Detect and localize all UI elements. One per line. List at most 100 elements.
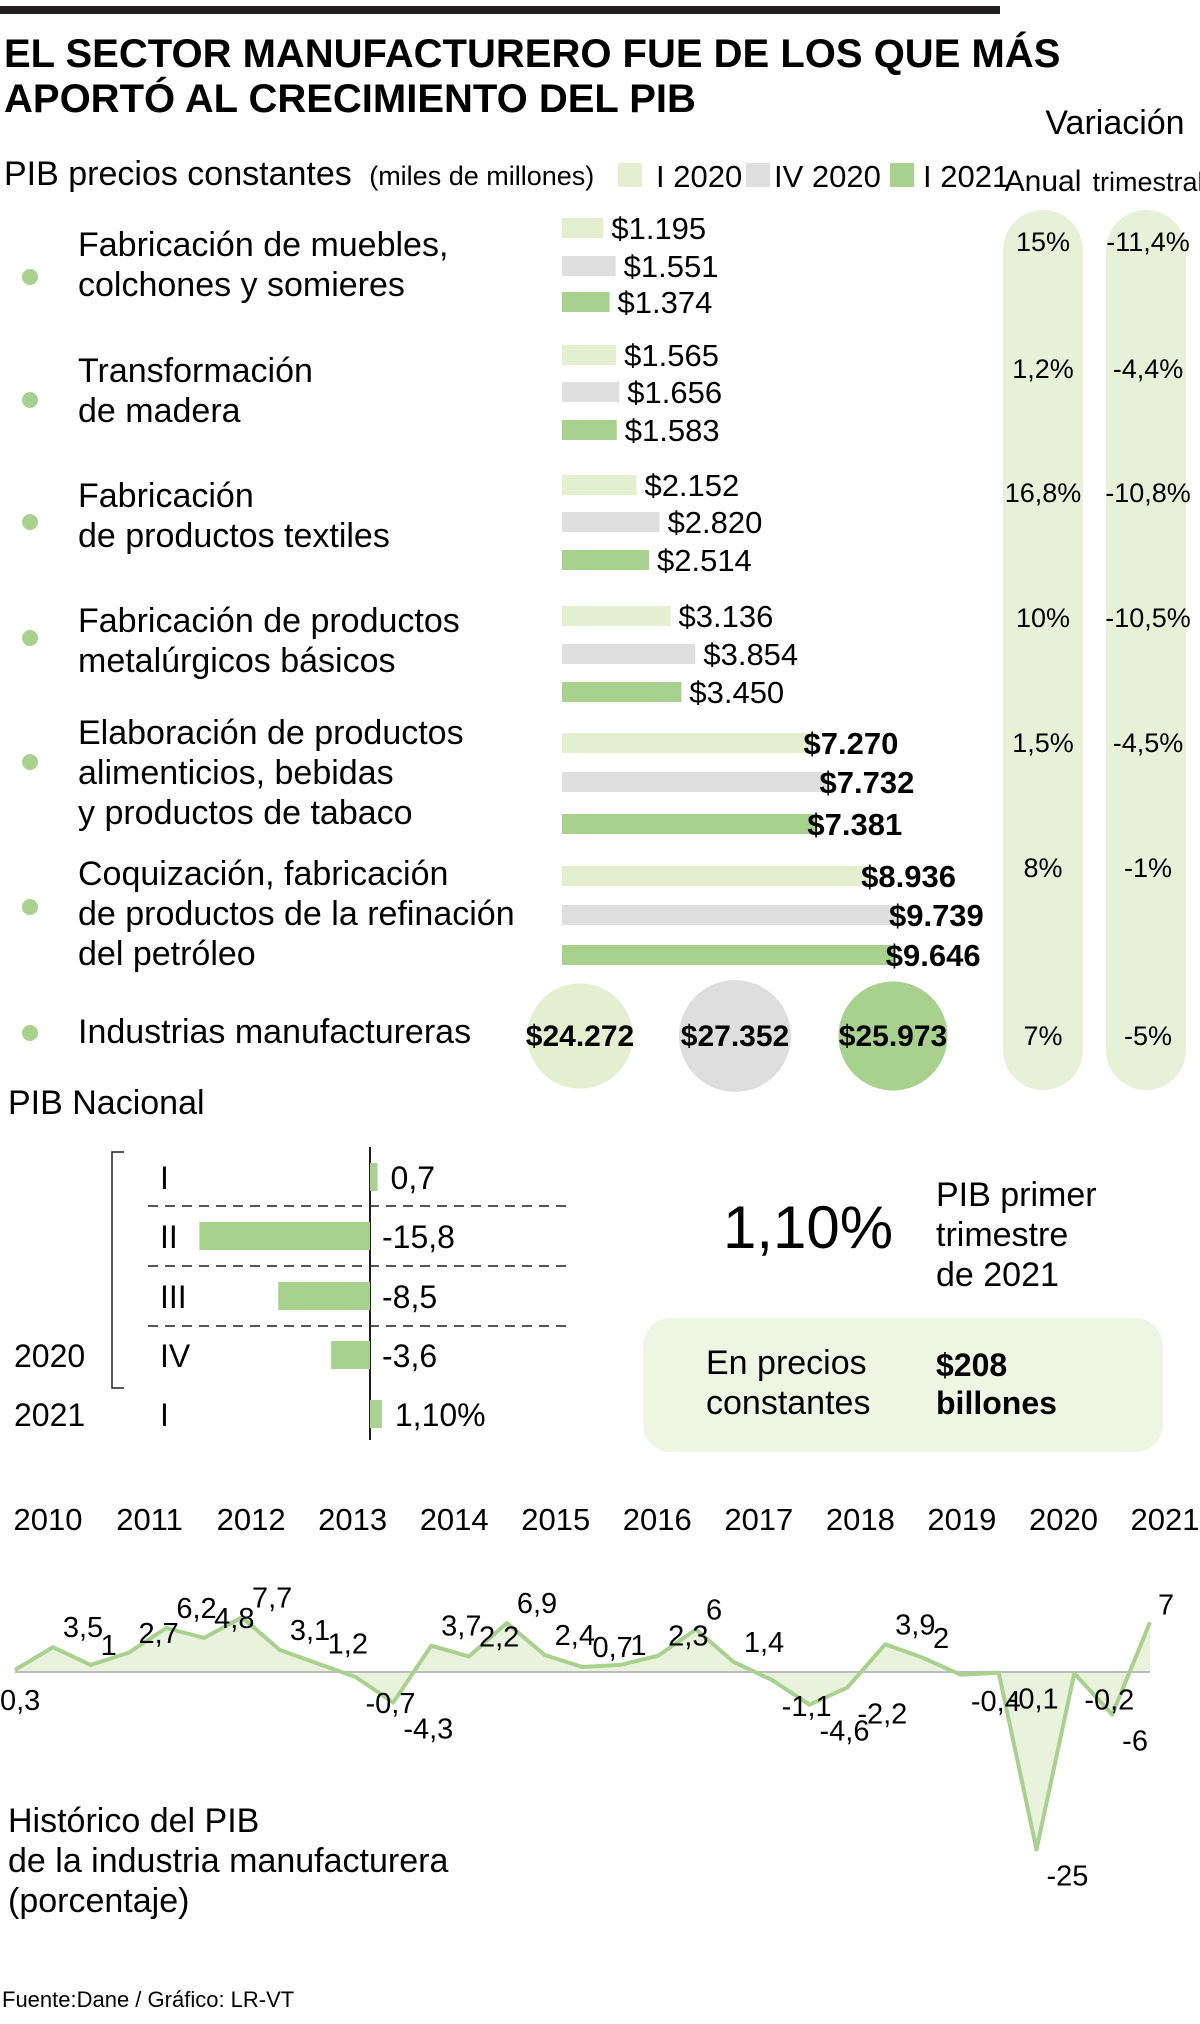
- quarter-label: I: [160, 1160, 169, 1196]
- point-label: 1,4: [744, 1627, 784, 1659]
- sector-bar-label: $1.195: [611, 211, 706, 246]
- highlight-desc-1: PIB primer: [936, 1176, 1097, 1214]
- legend-label-i2021: I 2021: [923, 159, 1009, 194]
- trimestral-value: -4,5%: [1113, 728, 1184, 758]
- year-tick-label: 2011: [116, 1502, 183, 1537]
- quarter-label: II: [160, 1219, 178, 1255]
- nacional-bar: [370, 1163, 378, 1191]
- point-label: -1,1: [782, 1691, 832, 1723]
- anual-column: [1003, 210, 1083, 1090]
- sector-bar-label: $3.136: [679, 599, 774, 634]
- constant-prices-box: [643, 1318, 1163, 1452]
- pib-constant-title: PIB precios constantes (miles de millone…: [4, 155, 594, 193]
- point-label: -2,2: [857, 1699, 907, 1731]
- point-label: -4,3: [403, 1714, 453, 1746]
- point-label: 6: [706, 1594, 722, 1626]
- sector-bar: [562, 382, 620, 402]
- area-fill: [15, 1617, 1150, 1850]
- sector-name: metalúrgicos básicos: [78, 642, 395, 680]
- point-label: 4,8: [214, 1603, 254, 1635]
- sector-bar: [562, 866, 872, 886]
- historical-chart: 2010 2011 2012 2013 2014 2015 2016 2017 2018 2019…: [0, 1502, 1199, 1893]
- sector-bar-label: $1.656: [627, 375, 722, 410]
- nacional-bar: [199, 1222, 370, 1250]
- point-label: 3,5: [63, 1612, 103, 1644]
- sector-bar: [562, 772, 830, 792]
- sector-bullet: [22, 269, 38, 285]
- sector-bar: [562, 814, 818, 834]
- trimestral-value: -10,5%: [1105, 603, 1191, 633]
- sector-bar: [562, 345, 617, 365]
- nacional-bar: [278, 1282, 370, 1310]
- anual-value: 1,2%: [1012, 354, 1074, 384]
- year-tick-label: 2014: [420, 1502, 489, 1537]
- year-label: 2021: [14, 1397, 85, 1433]
- total-circle-label: $25.973: [839, 1020, 947, 1053]
- point-label: 7,7: [252, 1582, 292, 1614]
- year-tick-label: 2018: [826, 1502, 895, 1537]
- point-label: 6,2: [176, 1593, 216, 1625]
- anual-value: 16,8%: [1005, 478, 1082, 508]
- point-label: 3,9: [895, 1609, 935, 1641]
- sector-bar-label: $8.936: [861, 859, 956, 894]
- nacional-value: -15,8: [382, 1219, 455, 1255]
- sector-bar: [562, 256, 616, 276]
- highlight-desc-3: de 2021: [936, 1256, 1059, 1294]
- historical-title-3: (porcentaje): [8, 1882, 189, 1920]
- trimestral-value: -1%: [1124, 853, 1172, 883]
- total-name: Industrias manufactureras: [78, 1013, 471, 1051]
- sector-bullet: [22, 1025, 38, 1041]
- year-tick-label: 2013: [318, 1502, 387, 1537]
- quarter-label: I: [160, 1397, 169, 1433]
- sector-bar-label: $1.565: [624, 338, 719, 373]
- legend-label-i2020: I 2020: [656, 159, 742, 194]
- pib-constant-subtitle: (miles de millones): [369, 161, 594, 191]
- historical-title-1: Histórico del PIB: [8, 1802, 259, 1840]
- point-label: 0,3: [0, 1685, 40, 1717]
- point-label: 3,7: [441, 1611, 481, 1643]
- year-tick-label: 2019: [927, 1502, 996, 1537]
- anual-header: Anual: [1005, 165, 1082, 198]
- constant-prices-value-2: billones: [936, 1385, 1057, 1421]
- nacional-bar: [331, 1341, 370, 1369]
- point-label: 6,9: [517, 1588, 557, 1620]
- sector-bar-label: $9.646: [886, 938, 981, 973]
- nacional-bar: [370, 1400, 382, 1428]
- sector-name: alimenticios, bebidas: [78, 754, 394, 792]
- sector-bar: [562, 475, 637, 495]
- trimestral-value: -5%: [1124, 1021, 1172, 1051]
- sector-bar: [562, 945, 896, 965]
- year-label: 2020: [14, 1338, 85, 1374]
- nacional-value: 0,7: [391, 1160, 435, 1196]
- sector-name: Fabricación de productos: [78, 602, 460, 640]
- quarter-label: IV: [160, 1338, 191, 1374]
- point-label: 2,4: [555, 1620, 595, 1652]
- sector-bar-label: $1.583: [625, 413, 720, 448]
- legend-swatch-i2021: [890, 163, 914, 187]
- sector-bar: [562, 682, 682, 702]
- variation-header: Variación: [1045, 104, 1184, 142]
- title-line-2: APORTÓ AL CRECIMIENTO DEL PIB: [4, 75, 696, 121]
- sector-name: de productos textiles: [78, 517, 390, 555]
- year-tick-label: 2016: [623, 1502, 692, 1537]
- sector-name: colchones y somieres: [78, 266, 405, 304]
- sector-name: Transformación: [78, 352, 313, 390]
- sector-bullet: [22, 754, 38, 770]
- anual-value: 8%: [1023, 853, 1062, 883]
- constant-prices-value-1: $208: [936, 1347, 1007, 1383]
- point-label: -0,1: [1009, 1684, 1059, 1716]
- year-tick-label: 2012: [217, 1502, 286, 1537]
- point-label: 1: [630, 1630, 646, 1662]
- point-label: 3,1: [290, 1615, 330, 1647]
- sector-bar: [562, 905, 899, 925]
- legend: I 2020 IV 2020 I 2021: [618, 159, 1009, 194]
- sector-bar-label: $2.514: [657, 543, 752, 578]
- anual-value: 7%: [1023, 1021, 1062, 1051]
- point-label: 1: [101, 1630, 117, 1662]
- sector-bar-label: $3.854: [703, 637, 798, 672]
- year-tick-label: 2010: [14, 1502, 83, 1537]
- highlight-value: 1,10%: [723, 1194, 893, 1261]
- point-label: 2: [933, 1623, 949, 1655]
- quarter-label: III: [160, 1279, 187, 1315]
- sector-name: Fabricación de muebles,: [78, 226, 448, 264]
